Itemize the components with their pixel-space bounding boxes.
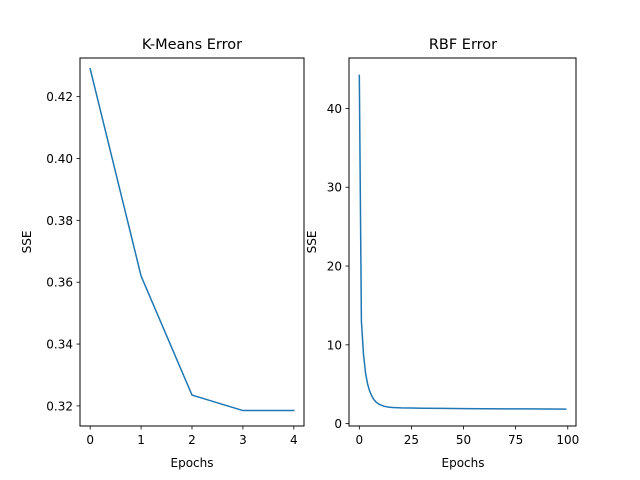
rbf-x-axis-label: Epochs	[442, 456, 485, 470]
kmeans-x-tick-label: 3	[239, 433, 247, 447]
kmeans-x-tick-label: 0	[86, 433, 94, 447]
kmeans-y-axis-label: SSE	[20, 231, 34, 254]
rbf-y-tick-label: 20	[327, 260, 342, 274]
rbf-y-axis-label: SSE	[305, 231, 319, 254]
rbf-x-tick-label: 25	[404, 433, 419, 447]
kmeans-x-tick-label: 2	[188, 433, 196, 447]
rbf-chart: RBF Error 0 25 50 75 100 0 10 20 30 40 Epochs SS…	[305, 37, 579, 470]
kmeans-y-tick-label: 0.32	[46, 399, 73, 413]
kmeans-x-tick-label: 1	[137, 433, 145, 447]
kmeans-y-tick-label: 0.36	[46, 276, 73, 290]
kmeans-y-ticks: 0.32 0.34 0.36 0.38 0.40 0.42	[46, 90, 80, 413]
rbf-y-ticks: 0 10 20 30 40	[327, 102, 349, 431]
rbf-x-tick-label: 0	[355, 433, 363, 447]
kmeans-plot-area	[89, 67, 295, 412]
rbf-y-tick-label: 30	[327, 181, 342, 195]
kmeans-chart-title: K-Means Error	[142, 37, 242, 53]
rbf-chart-title: RBF Error	[429, 37, 497, 53]
kmeans-x-tick-label: 4	[290, 433, 298, 447]
rbf-x-tick-label: 75	[508, 433, 523, 447]
kmeans-x-axis-label: Epochs	[171, 456, 214, 470]
rbf-x-tick-label: 100	[556, 433, 579, 447]
rbf-plot-area	[358, 74, 567, 410]
kmeans-x-ticks: 0 1 2 3 4	[86, 426, 298, 447]
rbf-y-tick-label: 0	[334, 417, 342, 431]
rbf-y-tick-label: 40	[327, 102, 342, 116]
rbf-x-ticks: 0 25 50 75 100	[355, 426, 579, 447]
kmeans-y-tick-label: 0.34	[46, 338, 73, 352]
rbf-y-tick-label: 10	[327, 338, 342, 352]
rbf-x-tick-label: 50	[456, 433, 471, 447]
kmeans-y-tick-label: 0.38	[46, 214, 73, 228]
kmeans-y-tick-label: 0.42	[46, 90, 73, 104]
rbf-series-line-0	[358, 74, 567, 410]
kmeans-y-tick-label: 0.40	[46, 152, 73, 166]
kmeans-chart: K-Means Error 0 1 2 3 4 0.32 0.34 0.36 0.38 0.40…	[20, 37, 305, 470]
rbf-axes-frame	[348, 57, 577, 427]
kmeans-series-line-0	[89, 67, 295, 412]
